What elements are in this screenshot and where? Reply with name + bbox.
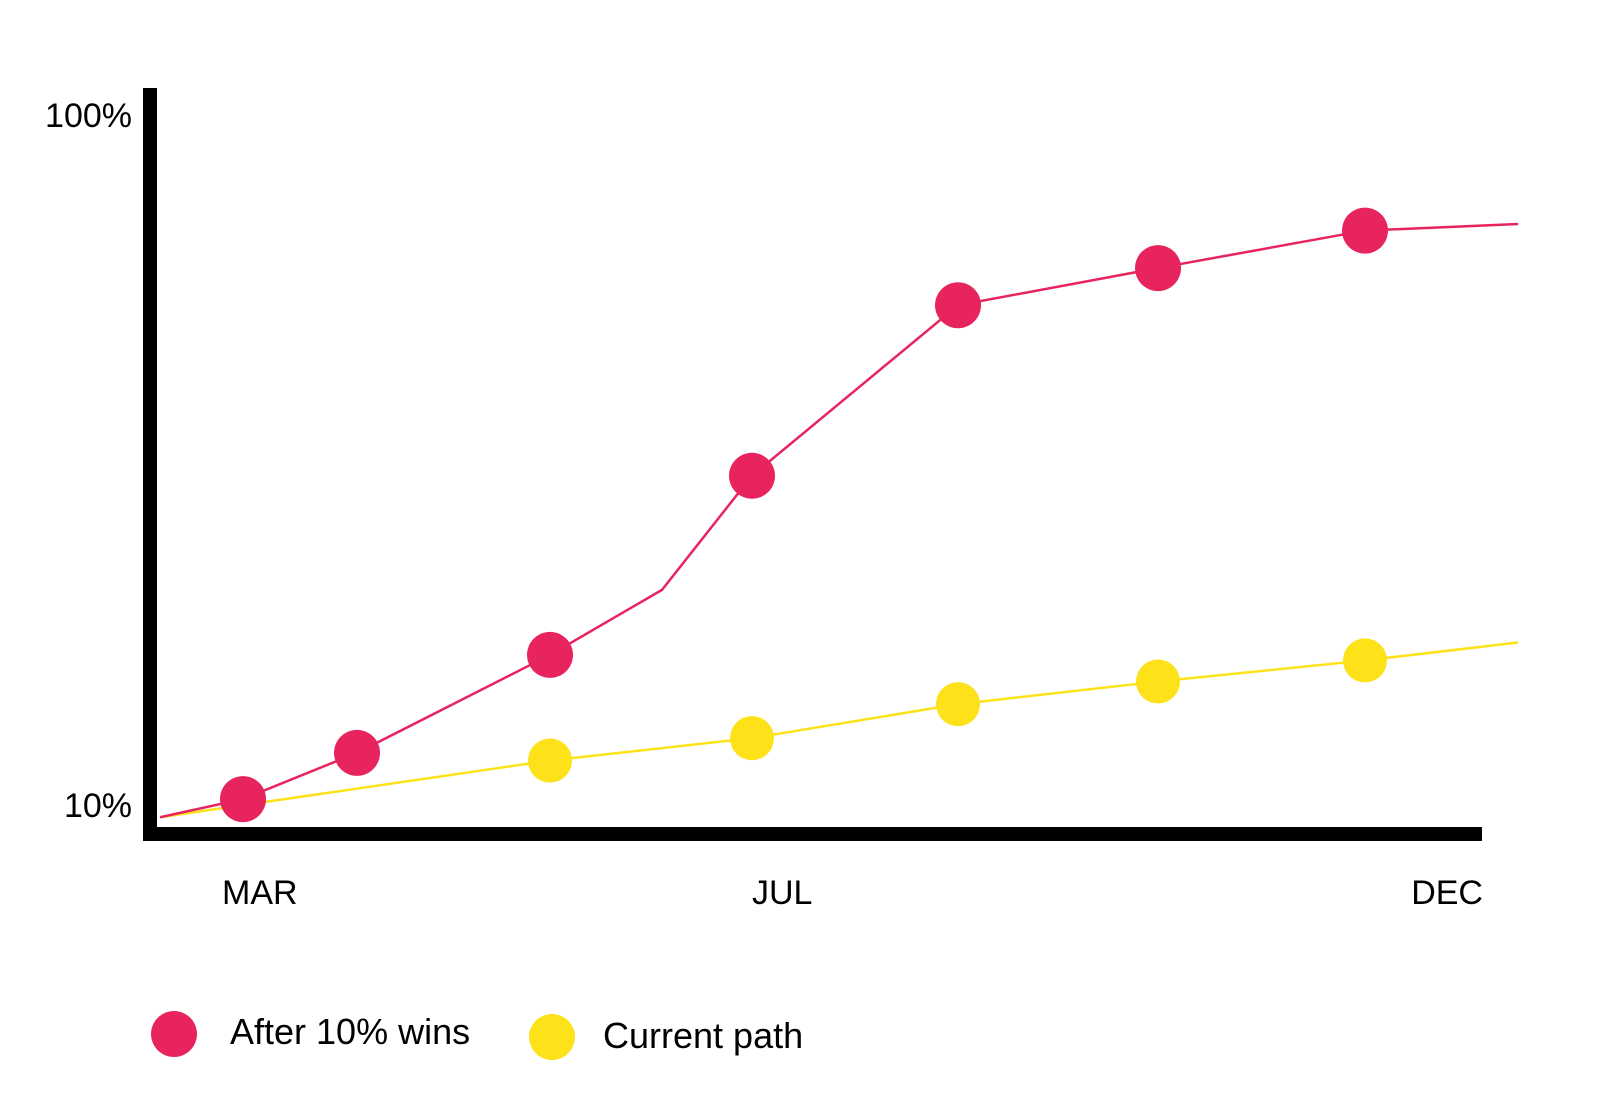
data-point-current-path-aug	[936, 682, 980, 727]
y-tick-label-bottom: 10%	[64, 787, 132, 825]
data-point-after-10-wins-mar	[220, 776, 266, 823]
legend-marker-after-wins	[151, 1011, 197, 1057]
x-tick-label-mar: MAR	[222, 874, 298, 912]
data-point-after-10-wins-aug	[935, 282, 981, 329]
series-line-after-10-wins	[159, 222, 1519, 819]
x-tick-label-jul: JUL	[752, 874, 812, 912]
legend: After 10% wins Current path	[151, 1011, 803, 1060]
series-line-current-path	[159, 641, 1519, 819]
data-point-current-path-oct	[1136, 659, 1180, 704]
data-point-after-10-wins-may	[527, 631, 573, 678]
legend-marker-current-path	[529, 1014, 575, 1060]
data-point-after-10-wins-apr	[334, 729, 380, 776]
data-point-current-path-nov	[1343, 638, 1387, 683]
y-tick-label-top: 100%	[45, 97, 132, 135]
legend-label-current-path: Current path	[603, 1015, 803, 1056]
x-tick-label-dec: DEC	[1411, 874, 1483, 912]
series-lines	[159, 222, 1519, 819]
data-point-after-10-wins-oct	[1135, 245, 1181, 292]
data-point-current-path-jul	[730, 716, 774, 761]
data-point-current-path-may	[528, 738, 572, 783]
data-point-after-10-wins-jul	[729, 452, 775, 499]
legend-label-after-wins: After 10% wins	[230, 1011, 470, 1052]
data-point-after-10-wins-nov	[1342, 207, 1388, 254]
series-markers	[220, 207, 1388, 823]
